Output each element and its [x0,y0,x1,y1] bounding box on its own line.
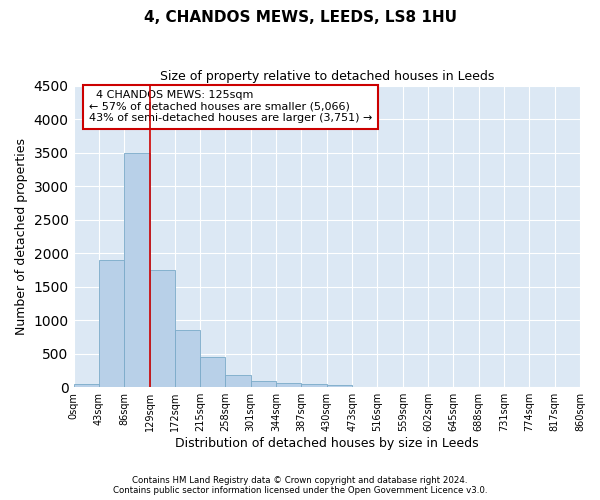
Y-axis label: Number of detached properties: Number of detached properties [15,138,28,335]
Bar [200,357,226,387]
Text: Contains HM Land Registry data © Crown copyright and database right 2024.
Contai: Contains HM Land Registry data © Crown c… [113,476,487,495]
Text: 4, CHANDOS MEWS, LEEDS, LS8 1HU: 4, CHANDOS MEWS, LEEDS, LS8 1HU [143,10,457,25]
Bar [276,383,301,387]
Bar [124,152,149,387]
Bar [99,260,124,387]
Bar [74,384,99,387]
Bar [251,380,276,387]
Bar [175,330,200,387]
Text: 4 CHANDOS MEWS: 125sqm  
← 57% of detached houses are smaller (5,066)
43% of sem: 4 CHANDOS MEWS: 125sqm ← 57% of detached… [89,90,372,124]
Bar [301,384,327,387]
Bar [226,376,251,387]
Bar [149,270,175,387]
Bar [327,385,352,387]
Title: Size of property relative to detached houses in Leeds: Size of property relative to detached ho… [160,70,494,83]
X-axis label: Distribution of detached houses by size in Leeds: Distribution of detached houses by size … [175,437,479,450]
